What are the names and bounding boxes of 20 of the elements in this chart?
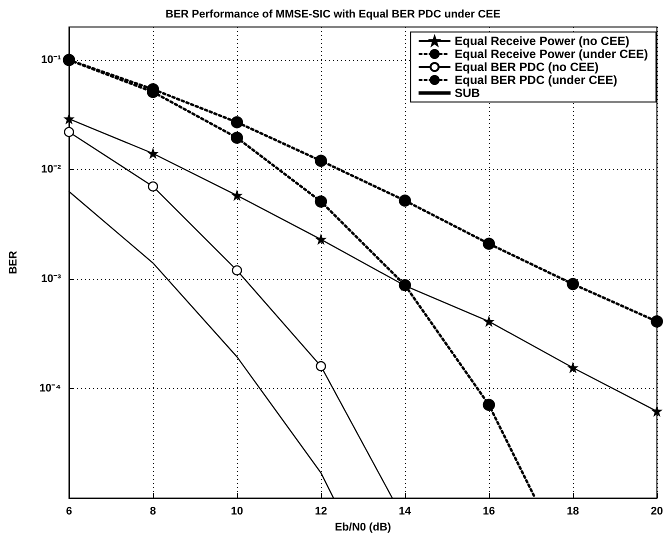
legend-label: Equal BER PDC (under CEE): [454, 73, 618, 87]
x-tick-label: 10: [230, 506, 244, 518]
x-tick-label: 12: [314, 506, 328, 518]
y-tick-label: 10⁻²: [41, 164, 62, 176]
y-axis-title: BER: [8, 250, 20, 274]
x-tick-label: 8: [150, 506, 156, 518]
y-tick-label: 10⁻⁴: [39, 382, 61, 395]
y-tick-label: 10⁻³: [41, 273, 62, 286]
x-tick-label: 18: [566, 506, 580, 518]
legend-label: SUB: [454, 86, 480, 100]
x-axis-title: Eb/N0 (dB): [334, 522, 392, 534]
legend-label: Equal Receive Power (under CEE): [454, 47, 648, 61]
legend-label: Equal Receive Power (no CEE): [454, 34, 630, 48]
y-tick-label: 10⁻¹: [41, 54, 62, 66]
chart-title: BER Performance of MMSE-SIC with Equal BER PDC under CEE: [166, 8, 500, 20]
x-tick-label: 16: [482, 506, 496, 518]
x-tick-label: 14: [398, 506, 412, 518]
legend-label: Equal BER PDC (no CEE): [454, 60, 599, 74]
x-tick-label: 6: [66, 506, 72, 518]
x-tick-label: 20: [650, 506, 664, 518]
